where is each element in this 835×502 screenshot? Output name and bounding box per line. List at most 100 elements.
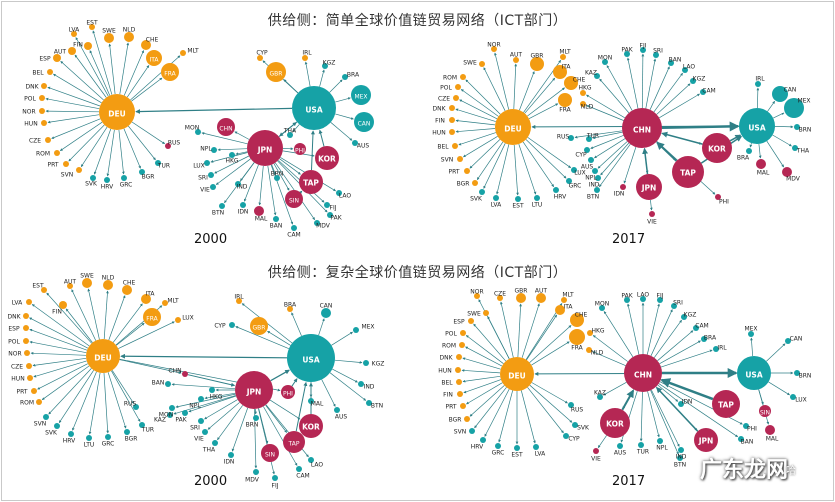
complex-2000-edge <box>204 392 236 400</box>
node-label-svk: SVK <box>470 196 483 203</box>
node-can <box>785 338 791 344</box>
node-label-aut: AUT <box>64 279 76 286</box>
node-hkg <box>587 330 593 336</box>
node-label-bel: BEL <box>441 380 453 387</box>
complex-2017-edge <box>592 351 626 366</box>
node-prt <box>464 168 470 174</box>
node-dnk <box>41 83 47 89</box>
complex-2017-edge <box>768 381 790 396</box>
complex-2000-edge <box>332 368 358 383</box>
simple-2017-edge <box>656 83 691 115</box>
simple-2000-edge <box>335 113 354 120</box>
node-label-prt: PRT <box>16 389 27 396</box>
node-npl <box>211 147 217 153</box>
complex-2017-edge <box>653 319 682 358</box>
node-label-deu: DEU <box>508 372 525 381</box>
complex-2000-edge <box>120 353 288 359</box>
node-label-hun: HUN <box>24 121 37 128</box>
node-label-lux: LUX <box>193 163 205 170</box>
node-ind <box>595 175 601 181</box>
node-label-prt: PRT <box>445 404 456 411</box>
node-lva <box>71 31 77 37</box>
node-bgr <box>472 180 478 186</box>
complex-2000-edge <box>171 383 236 390</box>
simple-2017-edge <box>656 141 678 162</box>
node-cyp <box>229 322 235 328</box>
simple-2017-edge <box>772 134 792 147</box>
node-label-gbr: GBR <box>531 53 544 60</box>
node-label-rom: ROM <box>36 151 50 158</box>
node-label-kaz: KAZ <box>154 417 166 424</box>
node-label-mon: MON <box>598 55 612 62</box>
complex-2000-edge <box>58 370 94 424</box>
node-svk <box>90 175 96 181</box>
node-label-npl: NPL <box>200 146 212 153</box>
node-label-che: CHE <box>573 77 586 84</box>
node-tha <box>792 145 798 151</box>
simple-2017-edge <box>513 63 518 110</box>
node-usa <box>287 334 335 382</box>
complex-2000-edge <box>116 322 145 346</box>
node-usa <box>739 108 775 144</box>
node-label-gbr: GBR <box>253 325 266 332</box>
complex-2017-edge <box>465 346 503 367</box>
node-label-sin: SIN <box>760 410 770 417</box>
complex-2017-edge <box>660 349 713 368</box>
node-label-jpn: JPN <box>246 388 262 397</box>
simple-2017-edge <box>513 144 519 196</box>
simple-2017-edge <box>528 103 559 120</box>
complex-2000-edge <box>87 288 100 340</box>
node-est <box>41 287 47 293</box>
simple-2017-edge <box>606 65 633 111</box>
node-fji <box>640 47 646 53</box>
complex-2000-edge <box>269 399 301 420</box>
node-est <box>515 196 521 202</box>
node-label-cze: CZE <box>494 291 506 298</box>
node-label-irl: IRL <box>302 50 312 57</box>
complex-2017-edge <box>473 323 507 362</box>
node-label-pak: PAK <box>621 47 633 54</box>
node-label-brn: BRN <box>271 171 284 178</box>
node-mex <box>351 85 371 105</box>
node-dnk <box>449 105 455 111</box>
node-fra <box>558 93 572 107</box>
node-fra <box>161 63 179 81</box>
simple-2017-edge <box>483 67 506 111</box>
simple-2000-edge <box>45 97 100 110</box>
node-label-ban: BAN <box>270 223 283 230</box>
watermark-suffix: 哈 <box>786 466 796 477</box>
node-btn <box>677 455 683 461</box>
node-rus <box>568 402 574 408</box>
node-label-usa: USA <box>305 106 322 115</box>
node-label-kgz: KGZ <box>684 312 697 319</box>
node-label-swe: SWE <box>80 273 94 280</box>
node-label-bra: BRA <box>347 72 360 79</box>
node-label-cze: CZE <box>438 96 450 103</box>
node-label-mon: MON <box>595 301 609 308</box>
node-label-bgr: BGR <box>142 174 155 181</box>
node-svn <box>43 414 49 420</box>
node-rom <box>36 399 42 405</box>
node-label-btn: BTN <box>587 194 599 201</box>
node-cam <box>693 325 699 331</box>
node-vie <box>210 184 216 190</box>
node-label-aut: AUT <box>510 52 522 59</box>
node-sri <box>653 52 659 58</box>
node-nor <box>24 350 30 356</box>
node-svk <box>479 189 485 195</box>
node-label-jpn: JPN <box>641 184 657 193</box>
node-gbr <box>250 317 268 335</box>
node-label-jpn: JPN <box>698 437 714 446</box>
node-label-rom: ROM <box>443 75 457 82</box>
simple-2000-edge <box>279 158 301 175</box>
node-label-lva: LVA <box>69 27 80 34</box>
node-mon <box>602 59 608 65</box>
node-label-bra: BRA <box>737 155 750 162</box>
node-kor <box>299 414 323 438</box>
node-npl <box>657 438 663 444</box>
complex-2017-edge <box>529 384 573 423</box>
node-label-prt: PRT <box>448 169 459 176</box>
node-pol <box>23 338 29 344</box>
simple-2000-edge <box>119 42 130 95</box>
node-label-mex: MEX <box>744 326 757 333</box>
